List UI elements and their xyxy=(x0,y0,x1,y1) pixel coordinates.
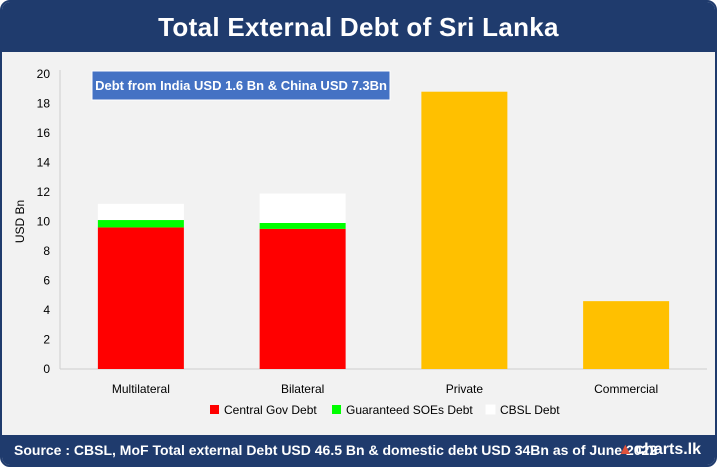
y-tick-label: 20 xyxy=(37,67,51,81)
annotation-text: Debt from India USD 1.6 Bn & China USD 7… xyxy=(95,78,387,93)
bar-commercial-series-3 xyxy=(583,301,670,369)
chart-title: Total External Debt of Sri Lanka xyxy=(2,2,715,52)
bar-multilateral-series-0 xyxy=(97,227,184,369)
legend-swatch xyxy=(210,405,219,414)
y-tick-label: 6 xyxy=(43,274,50,288)
bar-bilateral-series-2 xyxy=(259,193,346,223)
y-tick-label: 10 xyxy=(37,215,51,229)
y-tick-label: 18 xyxy=(37,97,51,111)
legend-label: Guaranteed SOEs Debt xyxy=(346,403,473,417)
x-tick-label: Bilateral xyxy=(281,382,324,396)
brand-logo: ▲ charts.lk xyxy=(617,435,701,465)
chart-logo-icon: ▲ xyxy=(617,441,634,458)
y-tick-label: 8 xyxy=(43,244,50,258)
bar-multilateral-series-1 xyxy=(97,220,184,228)
legend-label: CBSL Debt xyxy=(500,403,560,417)
y-tick-label: 4 xyxy=(43,303,50,317)
footer-bar: Source : CBSL, MoF Total external Debt U… xyxy=(2,435,715,465)
annotation-box xyxy=(91,70,391,101)
y-axis-title: USD Bn xyxy=(13,200,27,243)
y-tick-label: 0 xyxy=(43,362,50,376)
brand-text: charts.lk xyxy=(635,441,701,458)
legend-label: Central Gov Debt xyxy=(224,403,317,417)
y-tick-label: 14 xyxy=(37,156,51,170)
y-tick-label: 16 xyxy=(37,126,51,140)
source-note: Source : CBSL, MoF Total external Debt U… xyxy=(14,442,658,458)
chart-area: 0 2 4 6 8 10 12 14 16 18 20 USD Bn Multilateral Bilat… xyxy=(2,52,715,435)
bar-chart: 0 2 4 6 8 10 12 14 16 18 20 USD Bn Multilateral Bilat… xyxy=(13,67,707,417)
y-tick-label: 12 xyxy=(37,185,51,199)
bar-bilateral-series-0 xyxy=(259,228,346,369)
x-tick-label: Multilateral xyxy=(112,382,170,396)
legend-swatch xyxy=(332,405,341,414)
bar-bilateral-series-1 xyxy=(259,222,346,229)
bar-multilateral-series-2 xyxy=(97,203,184,221)
legend-swatch xyxy=(485,404,496,415)
x-tick-label: Commercial xyxy=(594,382,658,396)
x-tick-label: Private xyxy=(446,382,484,396)
y-tick-label: 2 xyxy=(43,333,50,347)
bar-private-series-3 xyxy=(421,91,508,369)
